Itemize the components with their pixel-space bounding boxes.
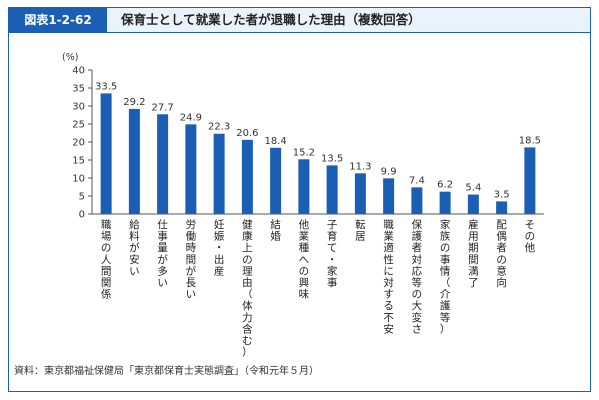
bar-value-label: 22.3 <box>208 122 230 133</box>
category-label: 家族の事情（介護等） <box>440 218 451 335</box>
bar <box>326 165 338 214</box>
y-tick-label: 5 <box>79 192 85 203</box>
bar <box>411 187 423 214</box>
source-note: 資料：東京都福祉保健局「東京都保育士実態調査」（令和元年５月） <box>14 366 319 377</box>
figure-header: 図表1-2-62 保育士として就業した者が退職した理由（複数回答） <box>9 8 590 33</box>
category-label: 雇用期間満了 <box>468 218 479 289</box>
y-tick-label: 35 <box>72 84 85 95</box>
bar-value-label: 18.4 <box>264 136 286 147</box>
y-axis-unit: (%) <box>62 52 78 63</box>
category-label: 職場の人間関係 <box>101 219 112 301</box>
bar <box>467 194 479 214</box>
category-label: 妊娠・出産 <box>214 218 225 277</box>
bar-value-label: 9.9 <box>381 166 397 177</box>
bar-value-label: 5.4 <box>465 183 481 194</box>
bar <box>298 159 310 214</box>
bar-value-label: 15.2 <box>293 147 315 158</box>
y-tick-label: 40 <box>72 66 85 77</box>
bar <box>100 93 112 214</box>
category-label: 子育て・家事 <box>327 219 338 289</box>
y-tick-label: 30 <box>72 102 85 113</box>
bar <box>496 201 508 214</box>
category-label: 配偶者の意向 <box>496 219 507 289</box>
bar-value-label: 7.4 <box>409 175 425 186</box>
bar-value-label: 33.5 <box>95 81 117 92</box>
category-label: 転居 <box>355 219 366 243</box>
category-label: 健康上の理由（体力含む） <box>242 219 253 359</box>
bar <box>128 108 140 214</box>
bar-value-label: 20.6 <box>236 128 258 139</box>
y-tick-label: 0 <box>79 210 85 221</box>
bar-value-label: 6.2 <box>437 180 453 191</box>
bar-value-label: 24.9 <box>180 112 202 123</box>
bar <box>383 178 395 214</box>
y-tick-label: 10 <box>72 174 85 185</box>
bar <box>241 139 253 214</box>
category-label: その他 <box>525 219 536 254</box>
bar-value-label: 3.5 <box>494 189 510 200</box>
y-tick-label: 20 <box>72 138 85 149</box>
bar <box>157 114 169 214</box>
bar <box>439 191 451 214</box>
bar-value-label: 11.3 <box>349 161 371 172</box>
figure-title: 保育士として就業した者が退職した理由（複数回答） <box>121 12 421 27</box>
category-label: 職業適性に対する不安 <box>383 219 394 335</box>
category-label: 保護者対応等の大変さ <box>412 218 423 335</box>
bar <box>354 173 366 214</box>
category-label: 労働時間が長い <box>186 218 197 301</box>
bar-value-label: 18.5 <box>519 135 541 146</box>
bar <box>524 147 536 214</box>
bar-value-label: 29.2 <box>123 97 145 108</box>
bar-value-label: 13.5 <box>321 153 343 164</box>
category-label: 仕事量が多い <box>157 218 168 289</box>
y-tick-label: 15 <box>72 156 85 167</box>
bar <box>185 124 197 214</box>
bar <box>213 133 225 214</box>
category-label: 結婚 <box>270 218 281 243</box>
y-tick-label: 25 <box>72 120 85 131</box>
bar-value-label: 27.7 <box>151 102 173 113</box>
figure-label: 図表1-2-62 <box>9 8 107 32</box>
category-label: 他業種への興味 <box>299 218 310 301</box>
category-label: 給料が安い <box>129 218 140 277</box>
bar <box>270 147 282 214</box>
